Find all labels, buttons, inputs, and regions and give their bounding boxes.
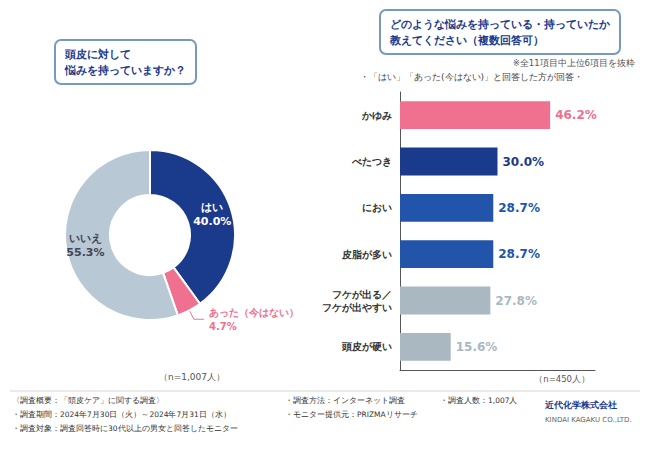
- svg-text:かゆみ: かゆみ: [361, 110, 392, 121]
- svg-text:・調査対象：調査回答時に30代以上の男女と回答したモニター: ・調査対象：調査回答時に30代以上の男女と回答したモニター: [12, 424, 238, 433]
- svg-text:27.8%: 27.8%: [495, 294, 537, 308]
- svg-text:頭皮が硬い: 頭皮が硬い: [341, 341, 392, 352]
- svg-text:皮脂が多い: 皮脂が多い: [341, 249, 392, 260]
- svg-text:悩みを持っていますか？: 悩みを持っていますか？: [64, 64, 186, 77]
- svg-text:40.0%: 40.0%: [193, 215, 231, 228]
- svg-text:いいえ: いいえ: [69, 232, 102, 245]
- svg-text:46.2%: 46.2%: [555, 108, 597, 122]
- svg-text:教えてください（複数回答可）: 教えてください（複数回答可）: [389, 34, 544, 47]
- svg-text:どのような悩みを持っている・持っていたか: どのような悩みを持っている・持っていたか: [390, 18, 611, 31]
- svg-text:（n=1,007人）: （n=1,007人）: [159, 372, 225, 382]
- svg-text:4.7%: 4.7%: [209, 321, 237, 332]
- svg-text:あった（今はない）: あった（今はない）: [209, 307, 299, 319]
- svg-text:はい: はい: [201, 201, 223, 214]
- svg-text:KINDAI KAGAKU CO.,LTD.: KINDAI KAGAKU CO.,LTD.: [545, 416, 632, 424]
- svg-text:55.3%: 55.3%: [66, 246, 104, 259]
- svg-text:・「はい」「あった(今はない)」と回答した方が回答・: ・「はい」「あった(今はない)」と回答した方が回答・: [360, 72, 583, 82]
- svg-text:〈調査概要：「頭皮ケア」に関する調査〉: 〈調査概要：「頭皮ケア」に関する調査〉: [12, 396, 164, 405]
- svg-text:頭皮に対して: 頭皮に対して: [64, 48, 131, 61]
- svg-text:・調査方法：インターネット調査: ・調査方法：インターネット調査: [285, 396, 405, 405]
- svg-text:におい: におい: [362, 202, 392, 213]
- svg-text:フケが出やすい: フケが出やすい: [322, 302, 392, 314]
- svg-text:28.7%: 28.7%: [498, 247, 540, 261]
- svg-text:近代化学株式会社: 近代化学株式会社: [544, 400, 617, 410]
- svg-text:べたつき: べたつき: [351, 156, 392, 167]
- svg-text:※全11項目中上位6項目を抜粋: ※全11項目中上位6項目を抜粋: [513, 58, 635, 68]
- svg-text:（n=450人）: （n=450人）: [534, 374, 590, 384]
- svg-text:・調査人数：1,007人: ・調査人数：1,007人: [440, 396, 517, 405]
- svg-text:フケが出る／: フケが出る／: [332, 289, 392, 301]
- svg-text:・モニター提供元：PRIZMAリサーチ: ・モニター提供元：PRIZMAリサーチ: [285, 410, 418, 419]
- svg-text:・調査期間：2024年7月30日（火）～2024年7月31日: ・調査期間：2024年7月30日（火）～2024年7月31日（水）: [12, 410, 231, 419]
- svg-text:30.0%: 30.0%: [503, 155, 545, 169]
- svg-text:15.6%: 15.6%: [456, 340, 498, 354]
- svg-text:28.7%: 28.7%: [498, 201, 540, 215]
